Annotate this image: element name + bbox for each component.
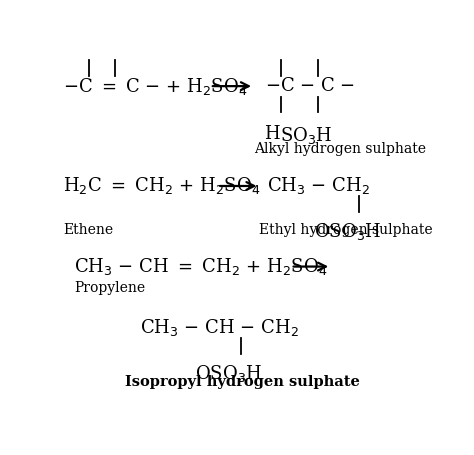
Text: H: H bbox=[264, 125, 279, 143]
Text: H$_2$C $=$ CH$_2$ $+$ H$_2$SO$_4$: H$_2$C $=$ CH$_2$ $+$ H$_2$SO$_4$ bbox=[63, 176, 260, 197]
Text: $-$C $-$ C $-$: $-$C $-$ C $-$ bbox=[265, 77, 355, 95]
Text: Isopropyl hydrogen sulphate: Isopropyl hydrogen sulphate bbox=[125, 375, 360, 389]
Text: Alkyl hydrogen sulphate: Alkyl hydrogen sulphate bbox=[254, 142, 426, 156]
Text: Propylene: Propylene bbox=[74, 281, 145, 294]
Text: OSO$_3$H: OSO$_3$H bbox=[314, 221, 381, 242]
Text: SO$_3$H: SO$_3$H bbox=[280, 125, 332, 146]
Text: OSO$_3$H: OSO$_3$H bbox=[195, 363, 263, 384]
Text: CH$_3$ $-$ CH$_2$: CH$_3$ $-$ CH$_2$ bbox=[267, 176, 370, 197]
Text: Ethene: Ethene bbox=[63, 223, 113, 237]
Text: $-$C $=$ C $-$ $+$ H$_2$SO$_4$: $-$C $=$ C $-$ $+$ H$_2$SO$_4$ bbox=[63, 76, 247, 96]
Text: Ethyl hydrogen sulphate: Ethyl hydrogen sulphate bbox=[259, 223, 433, 237]
Text: CH$_3$ $-$ CH $=$ CH$_2$ $+$ H$_2$SO$_4$: CH$_3$ $-$ CH $=$ CH$_2$ $+$ H$_2$SO$_4$ bbox=[74, 256, 327, 277]
Text: CH$_3$ $-$ CH $-$ CH$_2$: CH$_3$ $-$ CH $-$ CH$_2$ bbox=[140, 318, 299, 339]
